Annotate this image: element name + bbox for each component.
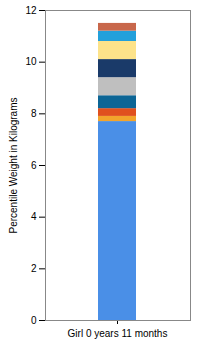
svg-text:6: 6: [31, 160, 37, 171]
svg-text:12: 12: [25, 5, 37, 16]
svg-text:10: 10: [25, 56, 37, 67]
svg-text:Girl 0 years 11 months: Girl 0 years 11 months: [68, 328, 168, 339]
svg-text:0: 0: [31, 315, 37, 326]
svg-text:8: 8: [31, 108, 37, 119]
svg-text:Percentile Weight in Kilograms: Percentile Weight in Kilograms: [8, 98, 19, 234]
svg-text:4: 4: [31, 211, 37, 222]
svg-text:2: 2: [31, 263, 37, 274]
